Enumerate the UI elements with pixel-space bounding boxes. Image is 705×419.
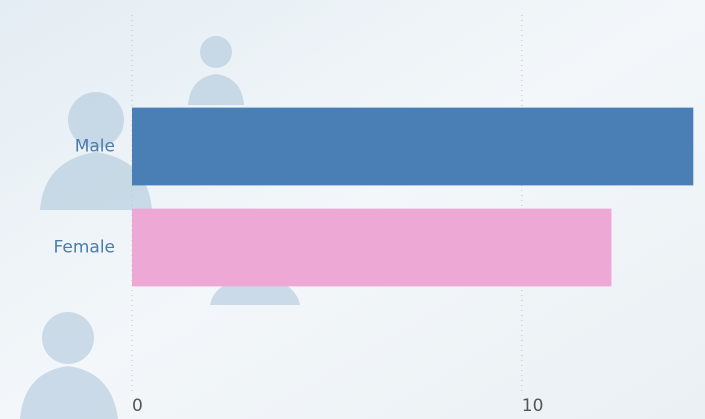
- category-label: Female: [54, 238, 115, 258]
- x-tick-label: 10: [522, 396, 544, 416]
- plot-area: 0 10 Male Female: [54, 15, 694, 416]
- bar: [132, 208, 612, 287]
- bar: [132, 107, 694, 186]
- category-label: Male: [75, 137, 115, 157]
- x-tick-label: 0: [132, 396, 143, 416]
